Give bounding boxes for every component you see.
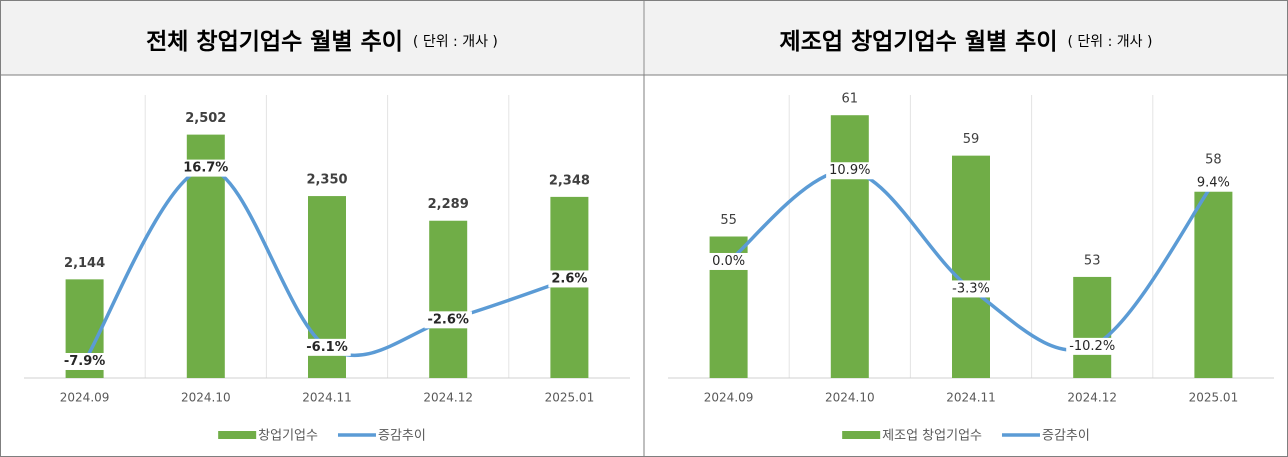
line-label: 10.9% bbox=[829, 163, 870, 178]
label-box bbox=[949, 280, 993, 298]
bar bbox=[429, 220, 468, 378]
line-label: -10.2% bbox=[1069, 339, 1115, 354]
x-tick-label: 2024.11 bbox=[946, 391, 996, 405]
x-tick-label: 2024.10 bbox=[181, 391, 231, 405]
x-tick-label: 2024.12 bbox=[1067, 391, 1117, 405]
x-tick-label: 2025.01 bbox=[545, 391, 595, 405]
legend-label: 증감추이 bbox=[1042, 429, 1090, 444]
label-box bbox=[826, 162, 874, 180]
bar bbox=[952, 155, 990, 378]
bar-label: 58 bbox=[1205, 152, 1222, 167]
legend-label: 증감추이 bbox=[378, 429, 426, 444]
label-box bbox=[548, 270, 591, 288]
label-box bbox=[303, 338, 351, 356]
bar-label: 55 bbox=[720, 213, 737, 228]
bar-label: 2,144 bbox=[64, 256, 105, 271]
line-label: 0.0% bbox=[712, 254, 745, 269]
bar-label: 59 bbox=[963, 132, 980, 147]
title: 제조업 창업기업수 월별 추이 ( 단위 : 개사 ) bbox=[780, 29, 1153, 55]
legend-swatch bbox=[842, 431, 881, 439]
bar-label: 2,350 bbox=[306, 173, 347, 188]
legend: 제조업 창업기업수 증감추이 bbox=[842, 429, 1090, 444]
x-tick-label: 2024.11 bbox=[302, 391, 352, 405]
bar-label: 2,502 bbox=[185, 111, 226, 126]
legend-label: 제조업 창업기업수 bbox=[882, 429, 982, 444]
label-box bbox=[709, 252, 749, 270]
x-tick-label: 2025.01 bbox=[1189, 391, 1239, 405]
label-box bbox=[424, 311, 472, 329]
label-box bbox=[1066, 337, 1119, 355]
header bbox=[1, 1, 643, 75]
line-label: 16.7% bbox=[183, 161, 228, 176]
line-label: -3.3% bbox=[952, 281, 990, 296]
legend: 창업기업수 증감추이 bbox=[218, 429, 426, 444]
bar-label: 53 bbox=[1084, 253, 1101, 268]
x-tick-label: 2024.12 bbox=[423, 391, 473, 405]
chart-subtitle: ( 단위 : 개사 ) bbox=[1067, 34, 1152, 50]
x-tick-label: 2024.09 bbox=[704, 391, 754, 405]
bar-label: 61 bbox=[842, 92, 859, 107]
chart-subtitle: ( 단위 : 개사 ) bbox=[413, 34, 498, 50]
bar bbox=[1073, 276, 1112, 378]
title: 전체 창업기업수 월별 추이 ( 단위 : 개사 ) bbox=[146, 29, 498, 55]
bar bbox=[1194, 175, 1233, 378]
label-box bbox=[60, 352, 109, 370]
bar bbox=[830, 115, 869, 378]
x-tick-label: 2024.10 bbox=[825, 391, 875, 405]
line-label: -2.6% bbox=[427, 312, 468, 327]
header bbox=[645, 1, 1287, 75]
chart-title: 전체 창업기업수 월별 추이 bbox=[146, 29, 403, 55]
label-box bbox=[1193, 174, 1233, 192]
line-label: -7.9% bbox=[64, 354, 105, 369]
line-label: 2.6% bbox=[551, 271, 587, 286]
bar-label: 2,348 bbox=[549, 173, 590, 188]
legend-label: 창업기업수 bbox=[258, 429, 318, 444]
x-tick-label: 2024.09 bbox=[60, 391, 110, 405]
line-label: 9.4% bbox=[1197, 176, 1230, 191]
chart-title: 제조업 창업기업수 월별 추이 bbox=[780, 29, 1058, 55]
bar-label: 2,289 bbox=[428, 197, 469, 212]
legend-swatch bbox=[218, 431, 257, 439]
label-box bbox=[180, 159, 232, 177]
line-label: -6.1% bbox=[306, 340, 347, 355]
